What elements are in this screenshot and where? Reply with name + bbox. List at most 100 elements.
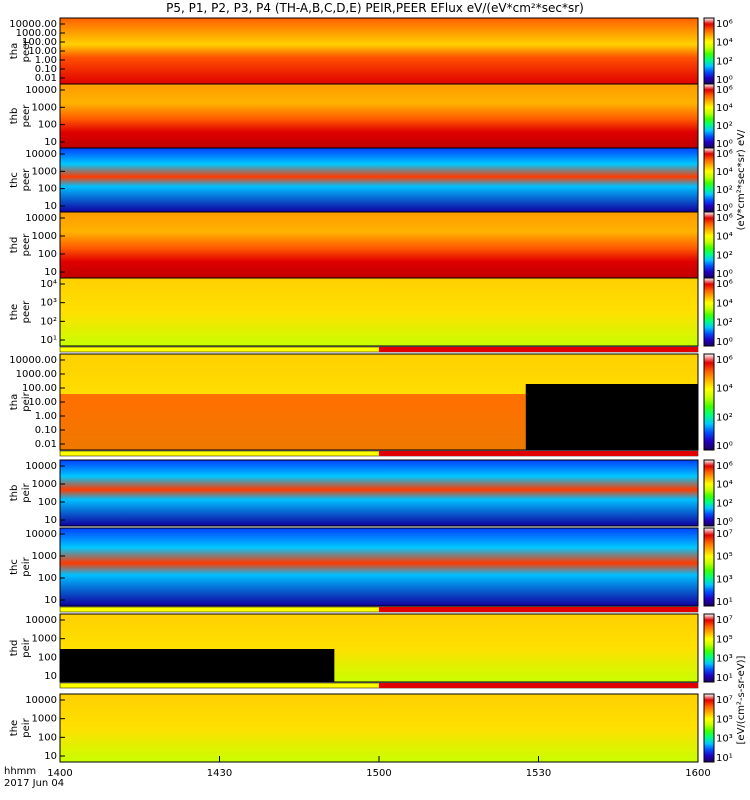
colorbar-tick-label: 10⁷ bbox=[716, 695, 733, 706]
y-tick-label: 1000 bbox=[32, 479, 57, 490]
colorbar-tick-label: 10² bbox=[716, 185, 733, 196]
x-tick-label: 1600 bbox=[685, 768, 710, 779]
colorbar-tick-label: 10⁶ bbox=[716, 213, 733, 224]
panel-thc-peir: 10000 1000 100 10 thc peir 10¹ 10³ 10⁵ 10⁷ bbox=[9, 527, 733, 613]
colorbar-scale bbox=[703, 527, 715, 607]
colorbar-scale bbox=[703, 83, 715, 149]
panel-thd-peer: 10000 1000 100 10 thd peer 10⁰ 10² 10⁴ 10⁶ bbox=[9, 211, 733, 280]
colorbar-tick-label: 10⁴ bbox=[716, 167, 733, 178]
y-tick-label: 10⁴ bbox=[40, 279, 57, 290]
colorbar-label-peer: (eV*cm²*sec*sr) eV/ bbox=[736, 129, 747, 230]
colorbar-tick-label: 10⁵ bbox=[716, 552, 733, 563]
y-tick-label: 10000 bbox=[25, 85, 57, 96]
colorbar-label-peir: [eV/(cm²-s-sr-eV)] bbox=[736, 655, 747, 744]
colorbar-scale bbox=[703, 147, 715, 213]
panel-frame bbox=[59, 277, 699, 347]
probe-label: thc bbox=[9, 172, 20, 188]
flag-bar-segment bbox=[379, 607, 698, 612]
y-tick-label: 10 bbox=[44, 137, 57, 148]
colorbar: 10¹ 10³ 10⁵ 10⁷ bbox=[703, 527, 733, 608]
spectrogram-fill bbox=[60, 528, 698, 606]
panel-thc-peer: 10000 1000 100 10 thc peer 10⁰ 10² 10⁴ 10⁶ bbox=[9, 147, 733, 214]
y-tick-label: 0.10 bbox=[35, 64, 57, 75]
probe-label: tha bbox=[9, 43, 20, 59]
y-tick-label: 10¹ bbox=[40, 335, 57, 346]
spectrogram-fill bbox=[60, 148, 698, 212]
colorbar-tick-label: 10¹ bbox=[716, 597, 733, 608]
colorbar: 10¹ 10³ 10⁵ 10⁷ bbox=[703, 613, 733, 684]
probe-label: the bbox=[9, 720, 20, 736]
spectrogram-fill bbox=[60, 278, 698, 346]
colorbar: 10⁰ 10² 10⁴ 10⁶ bbox=[703, 211, 733, 280]
colorbar: 10⁰ 10² 10⁴ 10⁶ bbox=[703, 83, 733, 150]
colorbar-tick-label: 10¹ bbox=[716, 753, 733, 764]
colorbar: 10⁰ 10² 10⁴ 10⁶ bbox=[703, 459, 733, 528]
product-label: peer bbox=[21, 39, 32, 63]
y-tick-label: 1000 bbox=[32, 551, 57, 562]
y-tick-label: 10.00 bbox=[28, 397, 57, 408]
peir-low-band bbox=[60, 394, 526, 450]
y-tick-label: 100 bbox=[38, 497, 57, 508]
colorbar-tick-label: 10⁰ bbox=[716, 139, 733, 150]
panels: 10000.001000.00100.0010.001.000.100.01th… bbox=[9, 17, 747, 764]
colorbar: 10¹ 10³ 10⁵ 10⁷ bbox=[703, 693, 733, 764]
footer-hhmm: hhmm bbox=[4, 766, 36, 777]
panel-thd-peir: 10000 1000 100 10 thd peir 10¹ 10³ 10⁵ 10⁷ bbox=[9, 613, 733, 689]
y-tick-label: 10000 bbox=[25, 695, 57, 706]
y-tick-label: 100.00 bbox=[22, 37, 57, 48]
y-tick-label: 100 bbox=[38, 120, 57, 131]
chart-title: P5, P1, P2, P3, P4 (TH-A,B,C,D,E) PEIR,P… bbox=[166, 1, 584, 15]
colorbar-tick-label: 10⁴ bbox=[716, 103, 733, 114]
y-tick-label: 0.01 bbox=[35, 73, 57, 84]
y-tick-label: 100 bbox=[38, 184, 57, 195]
probe-label: thd bbox=[9, 237, 20, 254]
product-label: peir bbox=[21, 637, 32, 657]
y-tick-label: 1000 bbox=[32, 102, 57, 113]
x-tick-label: 1530 bbox=[526, 768, 551, 779]
product-label: peir bbox=[21, 482, 32, 502]
colorbar-scale bbox=[703, 613, 715, 683]
y-tick-label: 10000 bbox=[25, 615, 57, 626]
colorbar-tick-label: 10⁷ bbox=[716, 529, 733, 540]
colorbar-tick-label: 10⁶ bbox=[716, 355, 733, 366]
y-tick-label: 10.00 bbox=[28, 46, 57, 57]
probe-label: thd bbox=[9, 640, 20, 657]
y-tick-label: 0.10 bbox=[35, 425, 57, 436]
y-tick-label: 1.00 bbox=[35, 411, 57, 422]
y-tick-label: 10 bbox=[44, 515, 57, 526]
colorbar-tick-label: 10³ bbox=[716, 654, 733, 665]
product-label: peer bbox=[21, 233, 32, 257]
y-tick-label: 10000.00 bbox=[9, 355, 57, 366]
y-tick-label: 1000.00 bbox=[16, 28, 57, 39]
colorbar: 10⁰ 10² 10⁴ 10⁶ bbox=[703, 147, 733, 214]
colorbar-tick-label: 10³ bbox=[716, 574, 733, 585]
colorbar-tick-label: 10² bbox=[716, 121, 733, 132]
colorbar-tick-label: 10² bbox=[716, 318, 733, 329]
y-tick-label: 1000 bbox=[32, 714, 57, 725]
flag-bar-segment bbox=[379, 451, 698, 456]
probe-label: thb bbox=[9, 108, 20, 125]
x-tick-label: 1400 bbox=[47, 768, 72, 779]
colorbar-tick-label: 10¹ bbox=[716, 673, 733, 684]
no-data-region bbox=[525, 384, 698, 450]
colorbar-tick-label: 10² bbox=[716, 56, 733, 67]
x-tick-label: 1500 bbox=[366, 768, 391, 779]
colorbar: 10⁰ 10² 10⁴ 10⁶ bbox=[703, 277, 733, 348]
spectrogram-fill bbox=[60, 18, 698, 84]
y-tick-label: 10000.00 bbox=[9, 19, 57, 30]
y-tick-label: 1.00 bbox=[35, 55, 57, 66]
probe-label: thc bbox=[9, 559, 20, 575]
colorbar-tick-label: 10⁶ bbox=[716, 149, 733, 160]
panel-frame bbox=[59, 613, 699, 683]
spectrogram-fill bbox=[60, 212, 698, 278]
colorbar-tick-label: 10⁶ bbox=[716, 85, 733, 96]
colorbar-tick-label: 10⁰ bbox=[716, 441, 733, 452]
panel-the-peir: 10000 1000 100 10 the peir 10¹ 10³ 10⁵ 10⁷ bbox=[9, 693, 733, 764]
y-tick-label: 10000 bbox=[25, 213, 57, 224]
colorbar-tick-label: 10² bbox=[716, 498, 733, 509]
colorbar-tick-label: 10⁰ bbox=[716, 337, 733, 348]
spectrogram-fill bbox=[60, 694, 698, 762]
y-tick-label: 1000 bbox=[32, 231, 57, 242]
